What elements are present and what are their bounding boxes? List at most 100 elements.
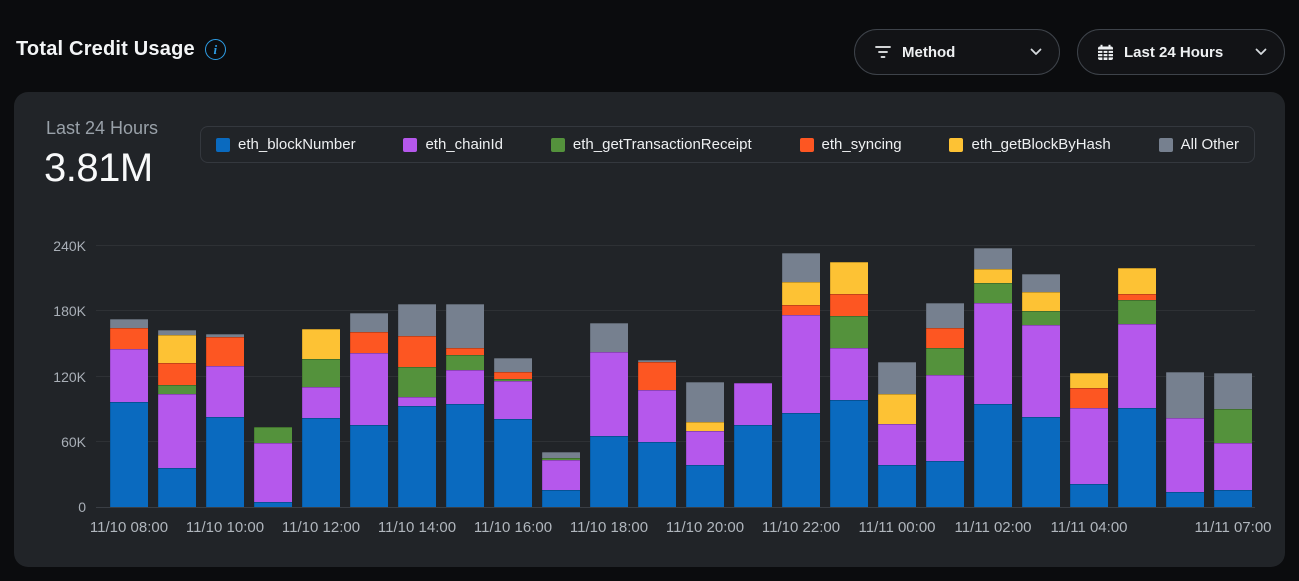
bar-segment-eth_chainId[interactable] bbox=[398, 397, 436, 406]
bar-segment-All Other[interactable] bbox=[110, 318, 148, 328]
bar-segment-eth_blockNumber[interactable] bbox=[686, 464, 724, 507]
bar-segment-eth_getTransactionReceipt[interactable] bbox=[830, 315, 868, 349]
bar-segment-eth_getBlockByHash[interactable] bbox=[974, 268, 1012, 283]
bar-segment-eth_syncing[interactable] bbox=[206, 337, 244, 366]
bar-segment-All Other[interactable] bbox=[350, 313, 388, 332]
legend-item-eth_syncing[interactable]: eth_syncing bbox=[799, 136, 902, 153]
bar-segment-eth_blockNumber[interactable] bbox=[1070, 484, 1108, 507]
legend-item-eth_blockNumber[interactable]: eth_blockNumber bbox=[216, 136, 356, 153]
bar-segment-All Other[interactable] bbox=[158, 329, 196, 336]
bar-segment-eth_chainId[interactable] bbox=[974, 302, 1012, 404]
bar-segment-All Other[interactable] bbox=[686, 381, 724, 423]
bar-segment-eth_getTransactionReceipt[interactable] bbox=[926, 348, 964, 376]
bar-segment-eth_getBlockByHash[interactable] bbox=[1070, 373, 1108, 389]
bar[interactable] bbox=[782, 252, 820, 507]
bar-segment-eth_syncing[interactable] bbox=[926, 327, 964, 349]
bar[interactable] bbox=[734, 383, 772, 507]
bar-segment-eth_blockNumber[interactable] bbox=[782, 413, 820, 507]
bar[interactable] bbox=[350, 313, 388, 507]
bar[interactable] bbox=[1022, 274, 1060, 507]
bar-segment-eth_chainId[interactable] bbox=[302, 387, 340, 418]
bar-segment-All Other[interactable] bbox=[398, 303, 436, 337]
bar-segment-eth_blockNumber[interactable] bbox=[494, 418, 532, 507]
bar-segment-eth_chainId[interactable] bbox=[446, 369, 484, 404]
bar-segment-eth_chainId[interactable] bbox=[926, 375, 964, 462]
bar-segment-eth_getTransactionReceipt[interactable] bbox=[446, 354, 484, 370]
bar-segment-eth_getTransactionReceipt[interactable] bbox=[974, 283, 1012, 303]
bar-segment-eth_blockNumber[interactable] bbox=[398, 405, 436, 507]
bar-segment-eth_syncing[interactable] bbox=[110, 327, 148, 350]
bar-segment-eth_getBlockByHash[interactable] bbox=[1118, 267, 1156, 294]
bar-segment-eth_chainId[interactable] bbox=[734, 383, 772, 426]
method-filter-button[interactable]: Method bbox=[854, 29, 1060, 75]
bar[interactable] bbox=[1166, 372, 1204, 507]
bar-segment-eth_blockNumber[interactable] bbox=[1022, 416, 1060, 507]
bar-segment-eth_getTransactionReceipt[interactable] bbox=[254, 426, 292, 443]
bar-segment-eth_chainId[interactable] bbox=[590, 351, 628, 437]
bar-segment-All Other[interactable] bbox=[206, 334, 244, 338]
bar-segment-All Other[interactable] bbox=[590, 323, 628, 352]
bar-segment-eth_blockNumber[interactable] bbox=[638, 441, 676, 507]
legend-item-eth_chainId[interactable]: eth_chainId bbox=[403, 136, 503, 153]
bar[interactable] bbox=[206, 334, 244, 507]
bar-segment-eth_blockNumber[interactable] bbox=[926, 461, 964, 507]
bar-segment-eth_syncing[interactable] bbox=[494, 372, 532, 379]
bar-segment-eth_chainId[interactable] bbox=[686, 430, 724, 465]
bar-segment-eth_blockNumber[interactable] bbox=[1118, 408, 1156, 507]
bar-segment-eth_blockNumber[interactable] bbox=[1214, 489, 1252, 507]
bar-segment-eth_chainId[interactable] bbox=[494, 380, 532, 419]
bar-segment-All Other[interactable] bbox=[1214, 373, 1252, 410]
bar-segment-All Other[interactable] bbox=[638, 360, 676, 363]
bar-segment-All Other[interactable] bbox=[494, 358, 532, 373]
bar[interactable] bbox=[974, 248, 1012, 507]
bar[interactable] bbox=[878, 362, 916, 507]
bar[interactable] bbox=[686, 381, 724, 507]
bar-segment-eth_getBlockByHash[interactable] bbox=[686, 422, 724, 431]
bar-segment-eth_chainId[interactable] bbox=[254, 442, 292, 502]
bar-segment-eth_getBlockByHash[interactable] bbox=[1022, 291, 1060, 312]
bar-segment-eth_getTransactionReceipt[interactable] bbox=[398, 366, 436, 398]
bar-segment-eth_syncing[interactable] bbox=[638, 362, 676, 390]
info-icon[interactable]: i bbox=[204, 39, 226, 60]
bar-segment-eth_blockNumber[interactable] bbox=[158, 467, 196, 507]
bar[interactable] bbox=[398, 303, 436, 507]
bar-segment-eth_getTransactionReceipt[interactable] bbox=[1022, 311, 1060, 326]
bar-segment-eth_blockNumber[interactable] bbox=[350, 425, 388, 507]
bar-segment-eth_chainId[interactable] bbox=[1070, 408, 1108, 485]
bar-segment-eth_chainId[interactable] bbox=[110, 349, 148, 402]
bar-segment-All Other[interactable] bbox=[926, 302, 964, 328]
bar-segment-eth_getTransactionReceipt[interactable] bbox=[158, 385, 196, 394]
bar-segment-eth_blockNumber[interactable] bbox=[878, 464, 916, 507]
bar-segment-All Other[interactable] bbox=[1022, 274, 1060, 292]
bar-segment-eth_chainId[interactable] bbox=[1118, 324, 1156, 409]
bar[interactable] bbox=[830, 262, 868, 507]
bar-segment-eth_blockNumber[interactable] bbox=[446, 403, 484, 507]
bar-segment-eth_blockNumber[interactable] bbox=[974, 403, 1012, 507]
bar-segment-eth_getBlockByHash[interactable] bbox=[878, 393, 916, 425]
bar[interactable] bbox=[494, 358, 532, 507]
bar-segment-eth_getBlockByHash[interactable] bbox=[782, 281, 820, 305]
bar[interactable] bbox=[446, 303, 484, 507]
bar-segment-All Other[interactable] bbox=[782, 252, 820, 282]
bar-segment-eth_blockNumber[interactable] bbox=[302, 417, 340, 507]
bar-segment-eth_blockNumber[interactable] bbox=[590, 436, 628, 507]
bar[interactable] bbox=[590, 323, 628, 507]
bar-segment-eth_syncing[interactable] bbox=[158, 363, 196, 386]
bar-segment-eth_blockNumber[interactable] bbox=[206, 416, 244, 507]
bar-segment-eth_blockNumber[interactable] bbox=[830, 400, 868, 507]
bar-segment-eth_chainId[interactable] bbox=[350, 352, 388, 426]
legend-item-All Other[interactable]: All Other bbox=[1158, 136, 1239, 153]
bar-segment-eth_getTransactionReceipt[interactable] bbox=[302, 359, 340, 388]
bar-segment-eth_chainId[interactable] bbox=[158, 393, 196, 468]
bar[interactable] bbox=[638, 360, 676, 507]
bar[interactable] bbox=[254, 426, 292, 507]
bar[interactable] bbox=[1070, 373, 1108, 507]
bar-segment-eth_blockNumber[interactable] bbox=[254, 501, 292, 507]
bar-segment-eth_chainId[interactable] bbox=[1022, 325, 1060, 417]
bar-segment-eth_getTransactionReceipt[interactable] bbox=[1214, 409, 1252, 443]
bar-segment-eth_syncing[interactable] bbox=[446, 348, 484, 355]
bar[interactable] bbox=[542, 451, 580, 507]
bar-segment-eth_syncing[interactable] bbox=[830, 293, 868, 316]
bar-segment-eth_chainId[interactable] bbox=[830, 348, 868, 401]
bar[interactable] bbox=[1214, 373, 1252, 507]
